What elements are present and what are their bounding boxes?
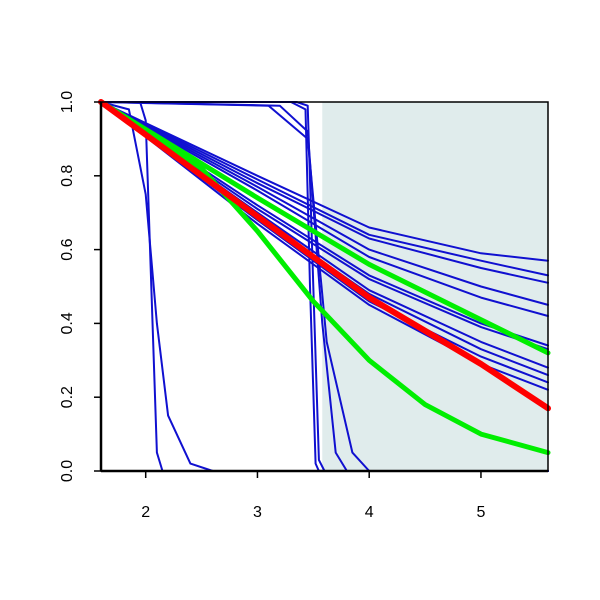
blue-series-line-2	[100, 101, 549, 284]
blue-series-line-10	[100, 101, 549, 391]
red-series-line-17	[98, 99, 551, 412]
y-tick-label: 0.6	[59, 238, 76, 260]
blue-series-line-0	[100, 101, 549, 262]
blue-series-line-3	[100, 101, 549, 306]
x-tick-label: 2	[141, 504, 150, 521]
x-tick-label: 3	[253, 504, 262, 521]
x-tick-label: 5	[476, 504, 485, 521]
blue-series-line-1	[100, 101, 549, 277]
green-series-line-18	[98, 99, 551, 356]
y-tick-label: 0.4	[59, 312, 76, 334]
y-tick-label: 0.8	[59, 165, 76, 187]
y-tick-label: 0.2	[59, 386, 76, 408]
x-tick-label: 4	[365, 504, 374, 521]
axes-layer: 2 3 4 5 0.0 0.2 0.4 0.6 0.8 1.0	[59, 91, 548, 521]
y-tick-label: 0.0	[59, 460, 76, 482]
y-tick-label: 1.0	[59, 91, 76, 113]
series-layer	[98, 99, 551, 472]
blue-series-line-4	[100, 101, 549, 317]
